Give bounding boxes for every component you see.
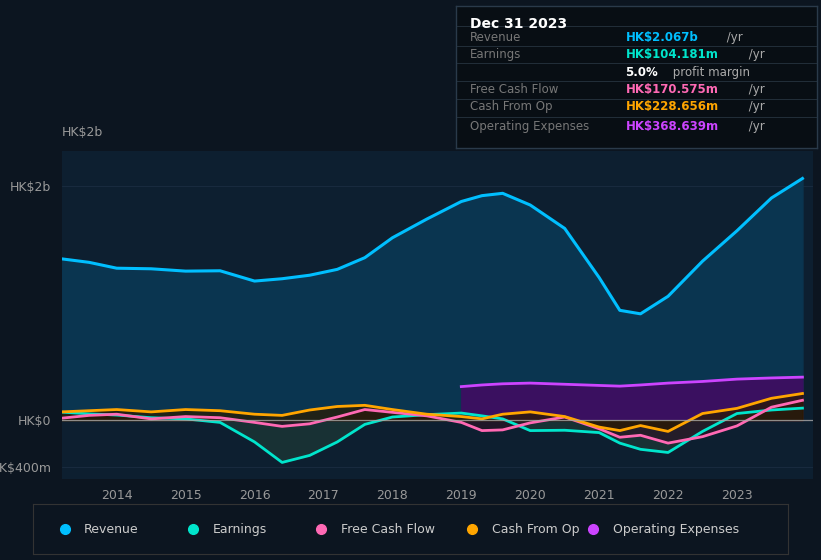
- Text: Free Cash Flow: Free Cash Flow: [470, 83, 558, 96]
- Text: Cash From Op: Cash From Op: [470, 100, 553, 114]
- Text: Earnings: Earnings: [470, 48, 521, 62]
- Text: /yr: /yr: [723, 30, 743, 44]
- Text: /yr: /yr: [745, 100, 764, 114]
- Text: HK$368.639m: HK$368.639m: [626, 120, 718, 133]
- Text: Free Cash Flow: Free Cash Flow: [341, 522, 435, 536]
- Text: HK$170.575m: HK$170.575m: [626, 83, 718, 96]
- Text: /yr: /yr: [745, 83, 764, 96]
- Text: Operating Expenses: Operating Expenses: [470, 120, 589, 133]
- Text: HK$2b: HK$2b: [62, 126, 103, 139]
- Text: Operating Expenses: Operating Expenses: [613, 522, 739, 536]
- Text: Dec 31 2023: Dec 31 2023: [470, 17, 567, 31]
- Text: profit margin: profit margin: [669, 66, 750, 78]
- Text: HK$228.656m: HK$228.656m: [626, 100, 718, 114]
- Text: HK$104.181m: HK$104.181m: [626, 48, 718, 62]
- Text: Revenue: Revenue: [85, 522, 139, 536]
- Text: HK$2.067b: HK$2.067b: [626, 30, 698, 44]
- Text: Cash From Op: Cash From Op: [492, 522, 580, 536]
- Text: 5.0%: 5.0%: [626, 66, 658, 78]
- Text: /yr: /yr: [745, 48, 764, 62]
- Text: Earnings: Earnings: [213, 522, 267, 536]
- Text: /yr: /yr: [745, 120, 764, 133]
- Text: Revenue: Revenue: [470, 30, 521, 44]
